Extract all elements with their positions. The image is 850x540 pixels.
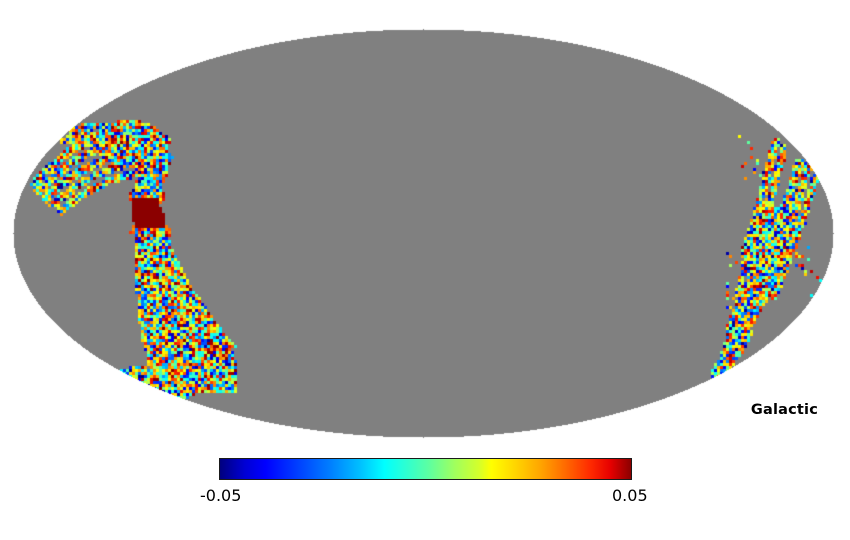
colorbar-min-label: -0.05 (200, 486, 242, 505)
colorbar[interactable]: -0.05 0.05 (200, 458, 648, 505)
coordinate-system-label: Galactic (750, 402, 818, 418)
colorbar-gradient[interactable] (219, 458, 632, 480)
mollweide-sky-map[interactable] (0, 0, 850, 450)
colorbar-max-label: 0.05 (612, 486, 648, 505)
